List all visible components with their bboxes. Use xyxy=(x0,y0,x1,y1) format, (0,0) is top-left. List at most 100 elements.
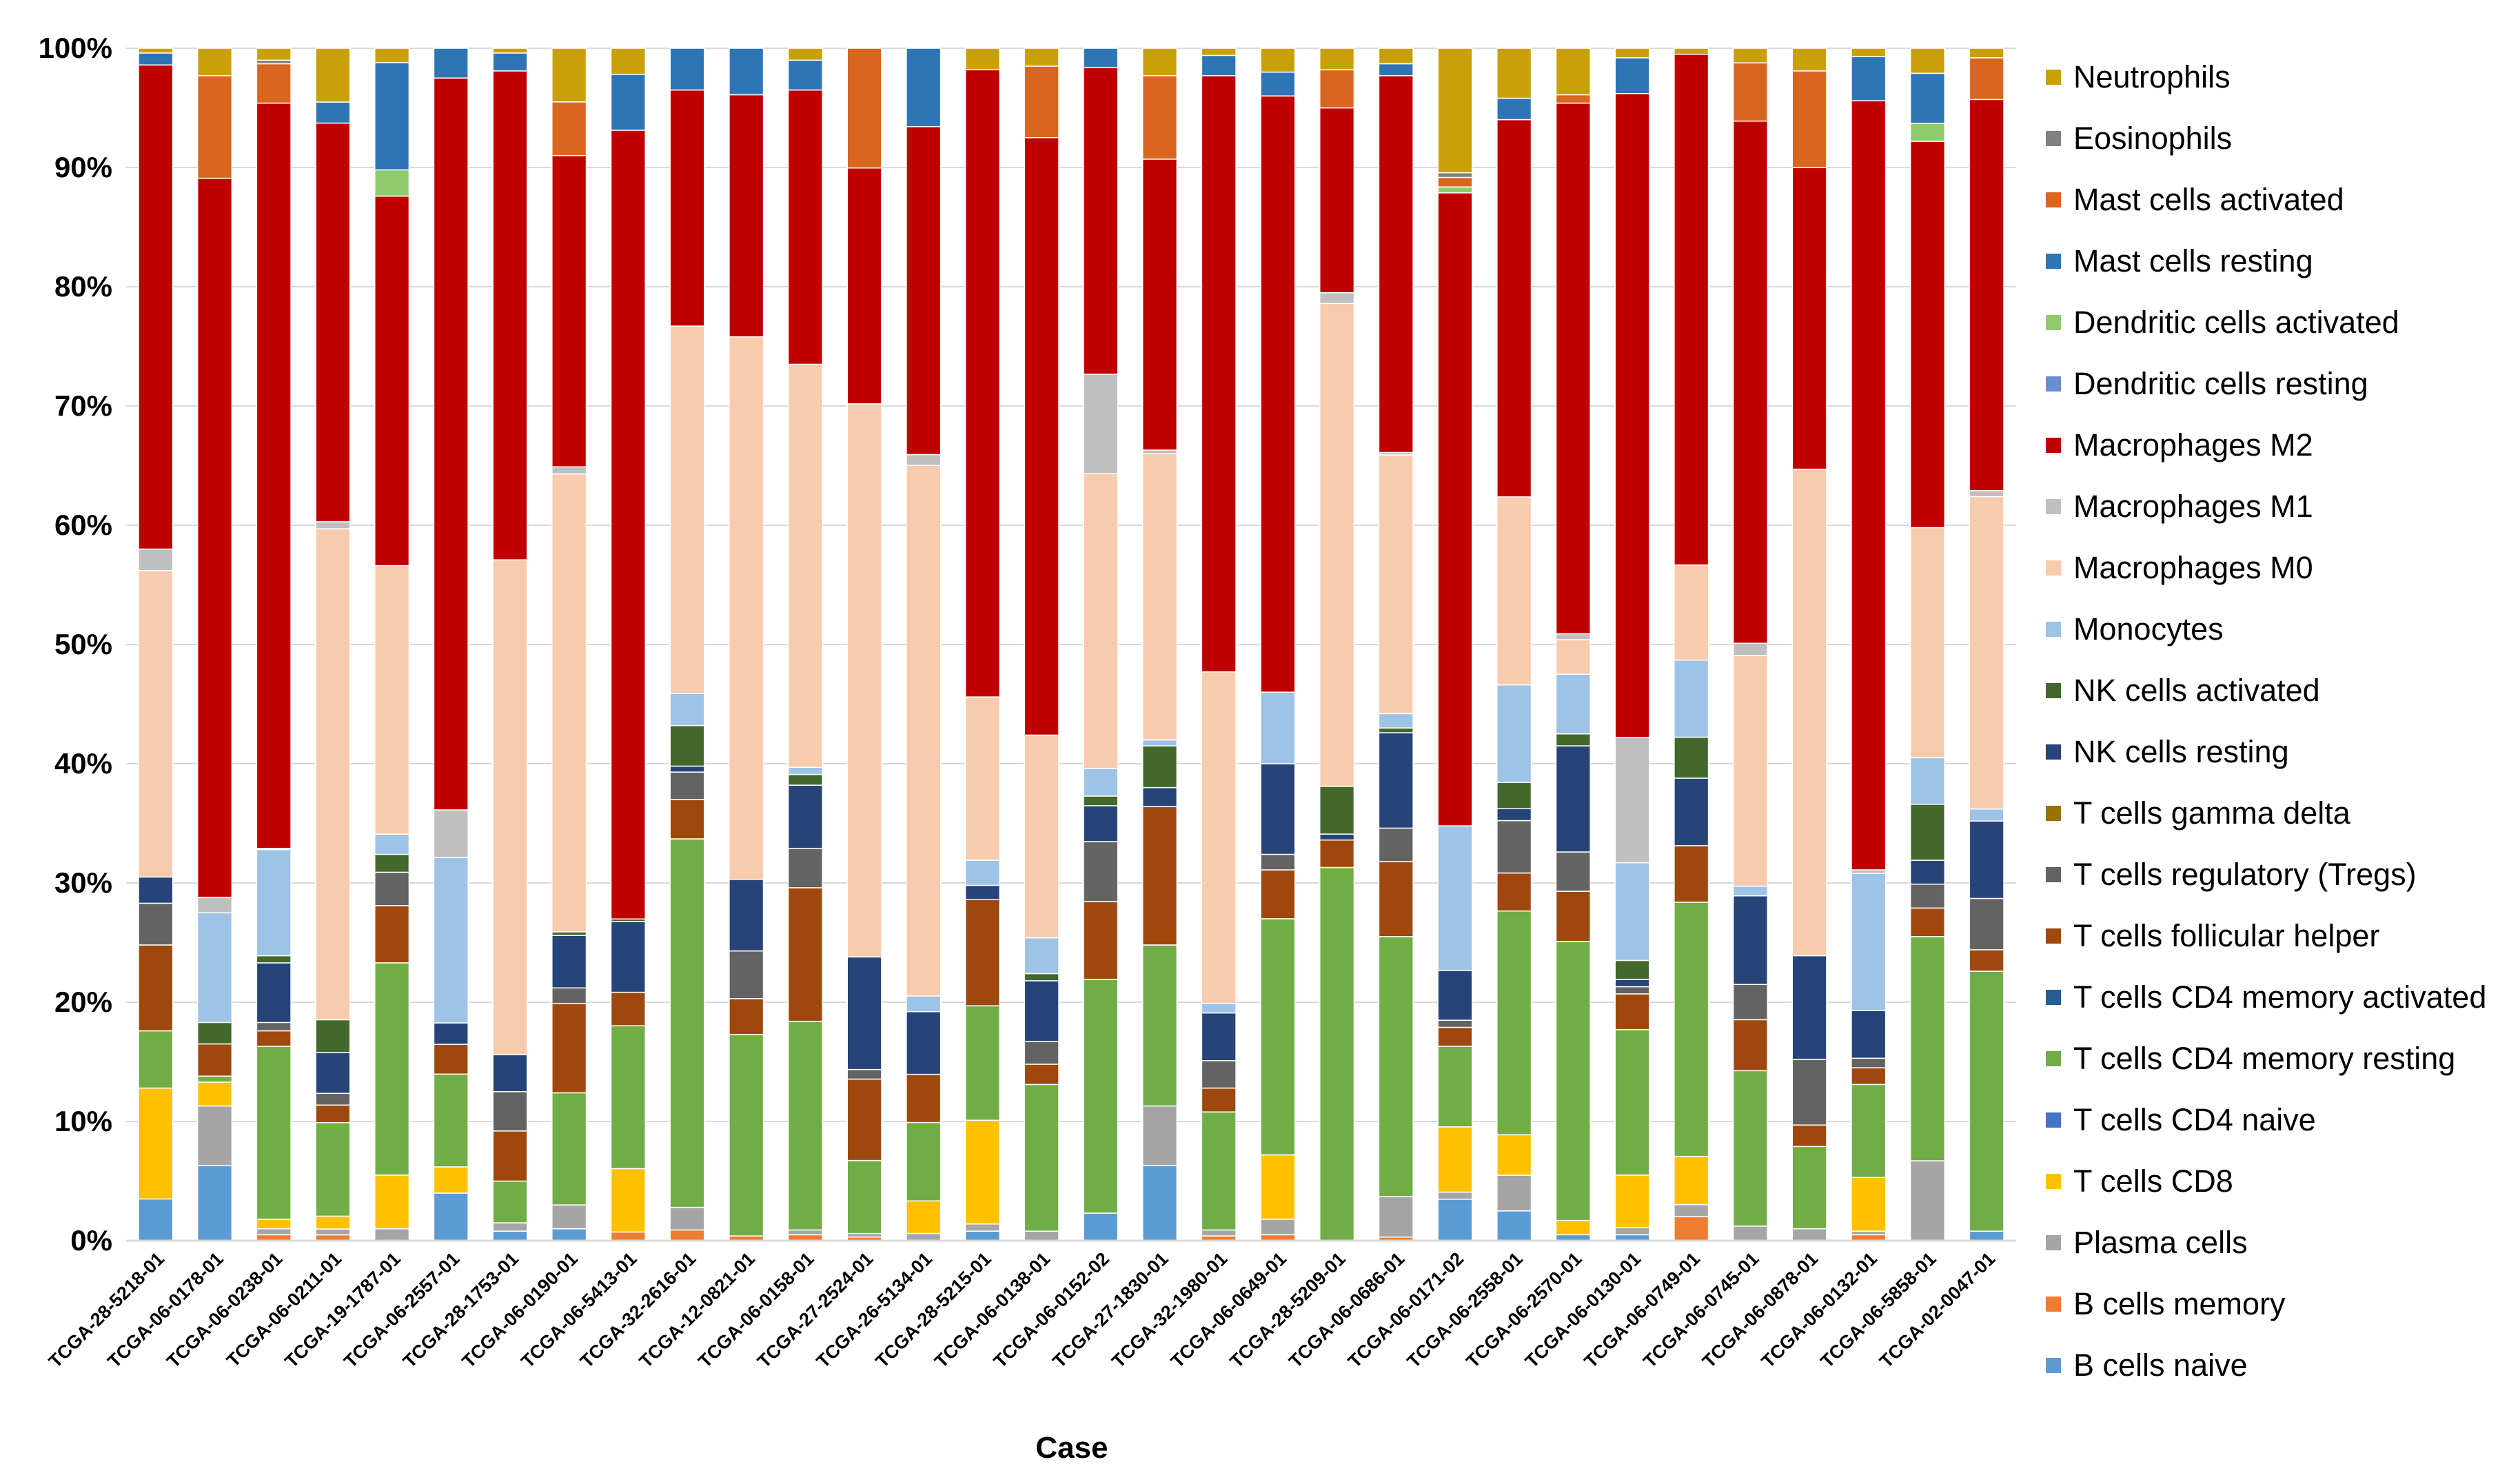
legend-item-nk-cells-resting: NK cells resting xyxy=(2046,734,2289,769)
bar-segment-mast-cells-activated xyxy=(551,101,587,156)
bar-segment-t-cells-cd4-memory-resting xyxy=(846,1159,882,1234)
bar-segment-t-cells-follicular-helper xyxy=(1437,1026,1473,1047)
x-tick-label: TCGA-06-5858-01 xyxy=(1816,1248,1940,1372)
legend-item-t-cells-cd4-naive: T cells CD4 naive xyxy=(2046,1102,2316,1137)
bar-segment-t-cells-cd4-memory-resting xyxy=(196,1075,233,1083)
bar-segment-t-cells-regulatory-tregs xyxy=(1851,1057,1887,1068)
x-tick-label: TCGA-06-2558-01 xyxy=(1403,1248,1527,1372)
bar-segment-nk-cells-resting xyxy=(1851,1010,1887,1059)
y-tick-label: 0% xyxy=(70,1224,112,1257)
bar-segment-dendritic-cells-activated xyxy=(1437,186,1473,194)
legend-swatch xyxy=(2046,560,2061,576)
bar-segment-t-cells-follicular-helper xyxy=(906,1073,942,1124)
bar-segment-t-cells-follicular-helper xyxy=(196,1043,233,1077)
bar-segment-t-cells-follicular-helper xyxy=(964,899,1001,1006)
bar-segment-t-cells-cd8 xyxy=(610,1168,646,1233)
x-tick-label: TCGA-06-0211-01 xyxy=(223,1248,345,1371)
bar-segment-t-cells-cd4-memory-resting xyxy=(492,1180,528,1223)
legend-item-macrophages-m0: Macrophages M0 xyxy=(2046,550,2313,585)
bar-segment-neutrophils xyxy=(1969,48,2004,59)
bar-segment-mast-cells-activated xyxy=(1791,70,1827,168)
legend-item-b-cells-memory: B cells memory xyxy=(2046,1286,2286,1321)
bar-segment-t-cells-cd4-memory-resting xyxy=(1791,1146,1827,1230)
bar-segment-plasma-cells xyxy=(846,1232,882,1238)
bar-segment-t-cells-follicular-helper xyxy=(374,905,410,964)
bar-segment-t-cells-follicular-helper xyxy=(1083,901,1119,980)
bar-segment-mast-cells-resting xyxy=(1909,72,1946,124)
bar-segment-nk-cells-activated xyxy=(1319,786,1355,835)
bar-segment-t-cells-follicular-helper xyxy=(1732,1019,1769,1072)
bar-segment-nk-cells-resting xyxy=(1378,732,1414,829)
bar-segment-neutrophils xyxy=(138,48,174,54)
bar-segment-nk-cells-activated xyxy=(1141,745,1178,789)
bar-stack-tcga-28-5209-01 xyxy=(1319,48,1355,1241)
x-tick-label: TCGA-06-2557-01 xyxy=(340,1248,463,1372)
bar-stack-tcga-06-2558-01 xyxy=(1496,48,1532,1241)
bar-segment-nk-cells-activated xyxy=(196,1021,233,1045)
bar-segment-t-cells-cd4-memory-resting xyxy=(1260,918,1296,1156)
bar-segment-t-cells-follicular-helper xyxy=(1378,861,1414,937)
bar-stack-tcga-06-0878-01 xyxy=(1791,48,1827,1241)
bar-segment-t-cells-cd4-memory-resting xyxy=(1378,936,1414,1197)
legend-label: T cells follicular helper xyxy=(2073,918,2379,953)
bar-segment-macrophages-m0 xyxy=(551,473,587,933)
bar-segment-neutrophils xyxy=(1496,48,1532,99)
bar-segment-t-cells-cd8 xyxy=(256,1219,292,1230)
bar-segment-macrophages-m2 xyxy=(906,125,942,456)
bar-segment-mast-cells-activated xyxy=(196,75,233,179)
bar-segment-t-cells-cd4-memory-resting xyxy=(433,1073,469,1168)
bar-segment-nk-cells-activated xyxy=(1083,795,1119,806)
bar-segment-neutrophils xyxy=(1260,48,1296,73)
bar-segment-monocytes xyxy=(669,693,705,726)
bar-stack-tcga-28-1753-01 xyxy=(492,48,528,1241)
bar-segment-mast-cells-resting xyxy=(433,48,469,79)
bar-segment-b-cells-naive xyxy=(138,1198,174,1241)
bar-stack-tcga-06-0178-01 xyxy=(196,48,233,1241)
x-tick-label: TCGA-12-0821-01 xyxy=(636,1248,759,1372)
bar-stack-tcga-06-0130-01 xyxy=(1614,48,1650,1241)
bars-layer xyxy=(138,48,2004,1241)
legend-swatch xyxy=(2046,1174,2061,1189)
bar-segment-monocytes xyxy=(1851,873,1887,1011)
bar-segment-t-cells-regulatory-tregs xyxy=(374,871,410,906)
bar-segment-macrophages-m0 xyxy=(729,336,764,880)
bar-segment-nk-cells-resting xyxy=(1437,970,1473,1021)
bar-segment-macrophages-m0 xyxy=(492,559,528,1055)
bar-segment-t-cells-follicular-helper xyxy=(1024,1064,1059,1086)
x-tick-label: TCGA-19-1787-01 xyxy=(281,1248,405,1372)
bar-segment-mast-cells-resting xyxy=(1083,48,1119,68)
bar-segment-plasma-cells xyxy=(1201,1229,1237,1237)
bar-segment-macrophages-m2 xyxy=(1909,141,1946,529)
bar-segment-mast-cells-resting xyxy=(1201,54,1237,77)
bar-segment-b-cells-naive xyxy=(1083,1212,1119,1241)
x-tick-label: TCGA-06-0158-01 xyxy=(694,1248,817,1372)
bar-segment-nk-cells-resting xyxy=(846,956,882,1070)
legend-swatch xyxy=(2046,683,2061,698)
bar-segment-t-cells-cd4-memory-resting xyxy=(1437,1046,1473,1128)
bar-segment-t-cells-follicular-helper xyxy=(315,1104,351,1124)
bar-segment-plasma-cells xyxy=(1614,1227,1650,1236)
bar-segment-mast-cells-activated xyxy=(1555,94,1591,104)
legend-swatch xyxy=(2046,806,2061,821)
bar-segment-macrophages-m2 xyxy=(1083,67,1119,375)
bar-segment-mast-cells-activated xyxy=(846,48,882,169)
legend-item-mast-cells-activated: Mast cells activated xyxy=(2046,182,2344,217)
bar-segment-nk-cells-resting xyxy=(138,876,174,904)
bar-segment-plasma-cells xyxy=(787,1229,824,1236)
bar-segment-monocytes xyxy=(1555,673,1591,735)
bar-segment-plasma-cells xyxy=(1674,1203,1709,1217)
bar-segment-nk-cells-resting xyxy=(669,765,705,773)
bar-segment-b-cells-naive xyxy=(196,1165,233,1241)
bar-segment-macrophages-m0 xyxy=(1674,564,1709,661)
bar-segment-nk-cells-activated xyxy=(1614,959,1650,980)
bar-segment-t-cells-follicular-helper xyxy=(551,1002,587,1094)
bar-segment-monocytes xyxy=(1909,757,1946,805)
legend-label: T cells CD4 memory activated xyxy=(2073,979,2486,1015)
bar-segment-macrophages-m1 xyxy=(196,897,233,914)
bar-segment-nk-cells-activated xyxy=(374,853,410,873)
bar-segment-b-cells-naive xyxy=(1969,1230,2004,1241)
bar-segment-macrophages-m2 xyxy=(846,167,882,405)
bar-segment-monocytes xyxy=(196,912,233,1024)
bar-segment-mast-cells-resting xyxy=(315,101,351,124)
bar-stack-tcga-06-0238-01 xyxy=(256,48,292,1241)
